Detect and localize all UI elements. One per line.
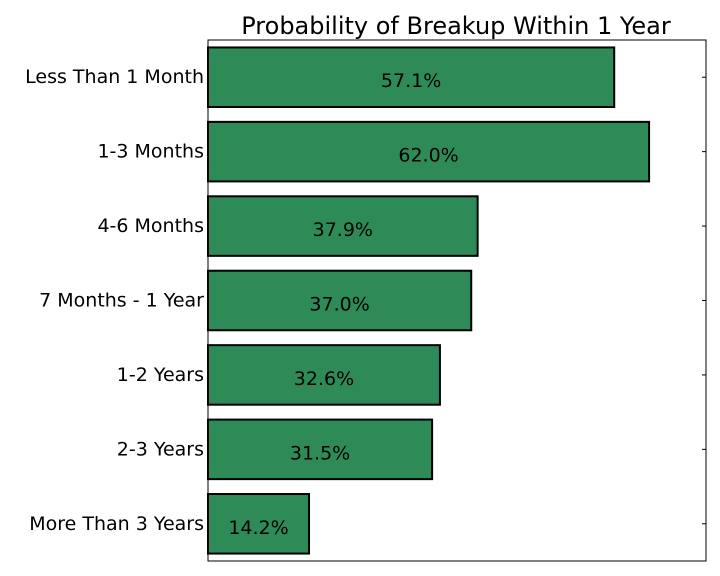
- value-label: 32.6%: [294, 368, 354, 390]
- category-label: 4-6 Months: [97, 215, 204, 237]
- category-label: 2-3 Years: [117, 438, 204, 460]
- axis-ticks: [702, 77, 706, 524]
- category-labels: Less Than 1 Month 1-3 Months 4-6 Months 7 M…: [25, 66, 204, 535]
- category-label: 1-3 Months: [97, 141, 204, 163]
- category-label: Less Than 1 Month: [25, 66, 204, 88]
- category-label: More Than 3 Years: [29, 513, 204, 535]
- category-label: 7 Months - 1 Year: [39, 290, 204, 312]
- value-label: 14.2%: [228, 517, 288, 539]
- value-label: 37.9%: [313, 219, 373, 241]
- value-label: 31.5%: [290, 442, 350, 464]
- chart-title: Probability of Breakup Within 1 Year: [241, 12, 671, 40]
- value-label: 62.0%: [398, 145, 458, 167]
- category-label: 1-2 Years: [117, 364, 204, 386]
- value-label: 37.0%: [309, 294, 369, 316]
- bars-layer: [208, 47, 649, 553]
- value-label: 57.1%: [381, 70, 441, 92]
